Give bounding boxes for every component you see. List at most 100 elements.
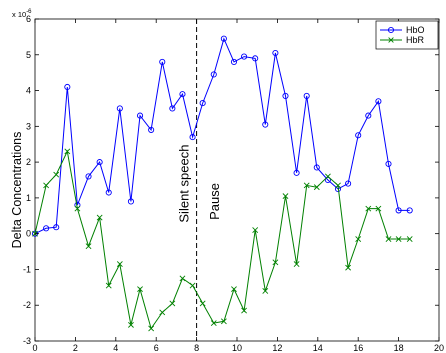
data-point-hbr bbox=[43, 182, 50, 189]
plot-area bbox=[34, 18, 440, 342]
data-point-hbr bbox=[179, 275, 186, 282]
data-point-hbo bbox=[365, 112, 372, 119]
y-axis-title: Delta Concentrations bbox=[10, 132, 24, 249]
data-point-hbr bbox=[116, 261, 123, 267]
data-point-hbo bbox=[136, 112, 144, 119]
data-point-hbo bbox=[345, 180, 352, 187]
data-point-hbo bbox=[282, 92, 289, 99]
data-point-hbo bbox=[53, 224, 60, 231]
data-point-hbr bbox=[231, 286, 237, 293]
y-multiplier-exponent: -6 bbox=[26, 9, 32, 15]
series-hbo bbox=[31, 35, 413, 237]
x-tick-label: 0 bbox=[32, 343, 37, 353]
x-tick-label: 4 bbox=[113, 343, 118, 353]
data-point-hbr bbox=[272, 259, 279, 266]
data-point-hbr bbox=[282, 193, 289, 200]
data-point-hbr bbox=[159, 309, 166, 316]
data-point-hbo bbox=[85, 173, 92, 180]
data-point-hbo bbox=[293, 169, 300, 176]
data-point-hbo bbox=[355, 132, 362, 139]
annotation-1: Pause bbox=[207, 183, 222, 220]
data-point-hbo bbox=[189, 134, 196, 141]
data-point-hbo bbox=[220, 35, 227, 42]
data-point-hbr bbox=[96, 214, 103, 221]
x-tick-label: 16 bbox=[353, 343, 363, 353]
data-point-hbr bbox=[293, 261, 300, 267]
data-point-hbo bbox=[241, 53, 248, 60]
data-point-hbr bbox=[74, 205, 81, 212]
data-point-hbr bbox=[365, 205, 372, 212]
data-point-hbo bbox=[252, 55, 259, 62]
data-point-hbo bbox=[116, 105, 123, 112]
data-point-hbo bbox=[96, 159, 103, 166]
data-point-hbr bbox=[262, 287, 269, 294]
y-tick-label: 0 bbox=[26, 229, 31, 239]
data-point-hbo bbox=[313, 164, 320, 171]
legend-label: HbR bbox=[406, 35, 425, 45]
data-point-hbo bbox=[127, 198, 134, 205]
data-point-hbr bbox=[53, 171, 60, 178]
data-point-hbr bbox=[324, 173, 331, 180]
data-point-hbr bbox=[85, 243, 92, 250]
y-tick-label: -1 bbox=[23, 264, 31, 274]
data-point-hbr bbox=[335, 182, 341, 189]
x-tick-label: 2 bbox=[73, 343, 78, 353]
y-tick-label: 3 bbox=[26, 121, 31, 131]
legend-entry-hbr: HbR bbox=[380, 35, 425, 45]
data-point-hbr bbox=[241, 307, 247, 314]
y-tick-label: 2 bbox=[26, 157, 31, 167]
y-tick-label: 5 bbox=[26, 50, 31, 60]
data-point-hbr bbox=[375, 205, 382, 212]
x-tick-label: 18 bbox=[394, 343, 404, 353]
data-point-hbr bbox=[137, 286, 143, 293]
annotation-0: Silent speech bbox=[177, 145, 192, 223]
data-point-hbr bbox=[345, 264, 352, 271]
data-point-hbo bbox=[105, 189, 112, 196]
data-point-hbr bbox=[64, 148, 71, 155]
data-point-hbr bbox=[199, 300, 206, 307]
data-point-hbo bbox=[210, 71, 217, 78]
data-point-hbr bbox=[385, 236, 392, 242]
y-tick-label: 4 bbox=[26, 86, 31, 96]
y-tick-label: 1 bbox=[26, 193, 31, 203]
data-point-hbo bbox=[324, 176, 331, 184]
data-point-hbo bbox=[43, 225, 50, 232]
series-hbr bbox=[32, 148, 413, 332]
y-tick-label: -3 bbox=[23, 336, 31, 346]
data-point-hbr bbox=[220, 318, 227, 325]
data-point-hbo bbox=[375, 98, 382, 105]
data-point-hbo bbox=[262, 121, 269, 128]
legend-box bbox=[375, 20, 439, 50]
series-line-hbo bbox=[34, 37, 410, 235]
data-point-hbr bbox=[252, 227, 259, 234]
data-point-hbo bbox=[395, 207, 402, 214]
legend-label: HbO bbox=[406, 25, 425, 35]
data-point-hbr bbox=[210, 320, 217, 327]
data-point-hbo bbox=[199, 100, 206, 107]
data-point-hbr bbox=[169, 300, 176, 307]
y-multiplier-label: x 10-6 bbox=[12, 9, 32, 19]
x-tick-label: 14 bbox=[313, 343, 323, 353]
data-point-hbr bbox=[395, 236, 402, 242]
y-tick-label: 6 bbox=[26, 14, 31, 24]
x-tick-label: 12 bbox=[272, 343, 282, 353]
data-point-hbo bbox=[303, 92, 310, 99]
legend-marker bbox=[387, 26, 395, 34]
data-point-hbr bbox=[189, 282, 196, 289]
data-point-hbr bbox=[148, 325, 155, 332]
data-point-hbo bbox=[179, 91, 186, 98]
data-point-hbo bbox=[64, 83, 71, 91]
legend-marker bbox=[388, 37, 394, 43]
x-tick-label: 10 bbox=[232, 343, 242, 353]
data-point-hbo bbox=[406, 207, 413, 214]
y-tick-label: -2 bbox=[23, 300, 31, 310]
y-multiplier-base: x 10 bbox=[12, 10, 26, 19]
data-point-hbr bbox=[128, 321, 134, 328]
data-point-hbr bbox=[303, 182, 310, 189]
data-point-hbo bbox=[148, 126, 155, 133]
data-point-hbo bbox=[230, 58, 238, 65]
data-point-hbo bbox=[159, 58, 166, 65]
legend-entry-hbo: HbO bbox=[380, 25, 425, 35]
data-point-hbr bbox=[313, 184, 320, 191]
